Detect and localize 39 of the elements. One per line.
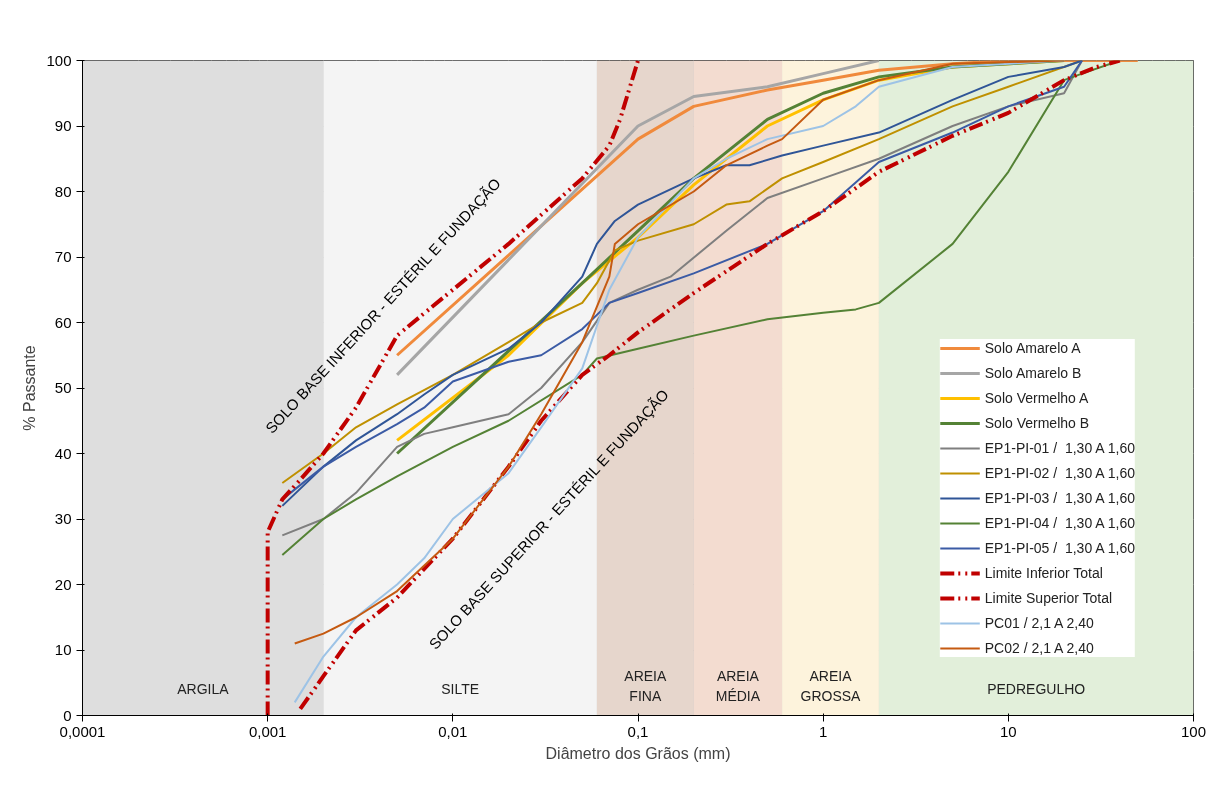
legend-label: Limite Superior Total: [984, 590, 1113, 606]
legend-label: EP1-PI-05 / 1,30 A 1,60: [984, 540, 1135, 556]
legend-label: EP1-PI-01 / 1,30 A 1,60: [984, 440, 1135, 456]
x-tick-label: 10: [999, 722, 1017, 740]
legend-label: Solo Amarelo A: [984, 340, 1081, 356]
legend-label: Solo Vermelho B: [984, 415, 1090, 431]
band-label: PEDREGULHO: [987, 681, 1086, 698]
legend-label: Solo Vermelho A: [984, 390, 1089, 406]
y-tick-label: 70: [54, 248, 72, 265]
x-tick-label: 0,0001: [59, 722, 106, 740]
y-tick-label: 100: [46, 51, 72, 69]
legend-label: Solo Amarelo B: [984, 365, 1082, 381]
x-tick-label: 0,01: [438, 722, 468, 740]
x-tick-label: 0,1: [627, 722, 649, 740]
y-tick-label: 90: [54, 117, 72, 134]
band-label: SILTE: [441, 681, 480, 698]
y-tick-label: 30: [54, 510, 72, 527]
band-label: AREIA FINA: [624, 668, 667, 704]
y-tick-label: 40: [54, 444, 72, 462]
x-axis-title: Diâmetro dos Grãos (mm): [545, 744, 731, 762]
y-tick-label: 20: [54, 575, 72, 593]
y-tick-label: 10: [54, 641, 72, 658]
x-tick-label: 100: [1180, 722, 1207, 740]
y-axis-title: % Passante: [21, 345, 39, 431]
x-tick-label: 0,001: [248, 722, 287, 740]
band-label: AREIA MÉDIA: [715, 668, 761, 704]
legend-label: PC02 / 2,1 A 2,40: [984, 640, 1094, 656]
legend-label: EP1-PI-03 / 1,30 A 1,60: [984, 490, 1135, 506]
band-label: AREIA GROSSA: [800, 668, 862, 704]
y-tick-label: 60: [54, 313, 72, 331]
legend-label: EP1-PI-04 / 1,30 A 1,60: [984, 515, 1135, 531]
legend-label: EP1-PI-02 / 1,30 A 1,60: [984, 465, 1135, 481]
band-label: ARGILA: [177, 681, 230, 698]
x-tick-label: 1: [819, 722, 828, 740]
legend-label: Limite Inferior Total: [984, 565, 1103, 581]
y-tick-label: 80: [54, 182, 72, 200]
legend-label: PC01 / 2,1 A 2,40: [984, 615, 1094, 631]
y-tick-label: 0: [63, 706, 72, 724]
y-tick-label: 50: [54, 379, 72, 396]
